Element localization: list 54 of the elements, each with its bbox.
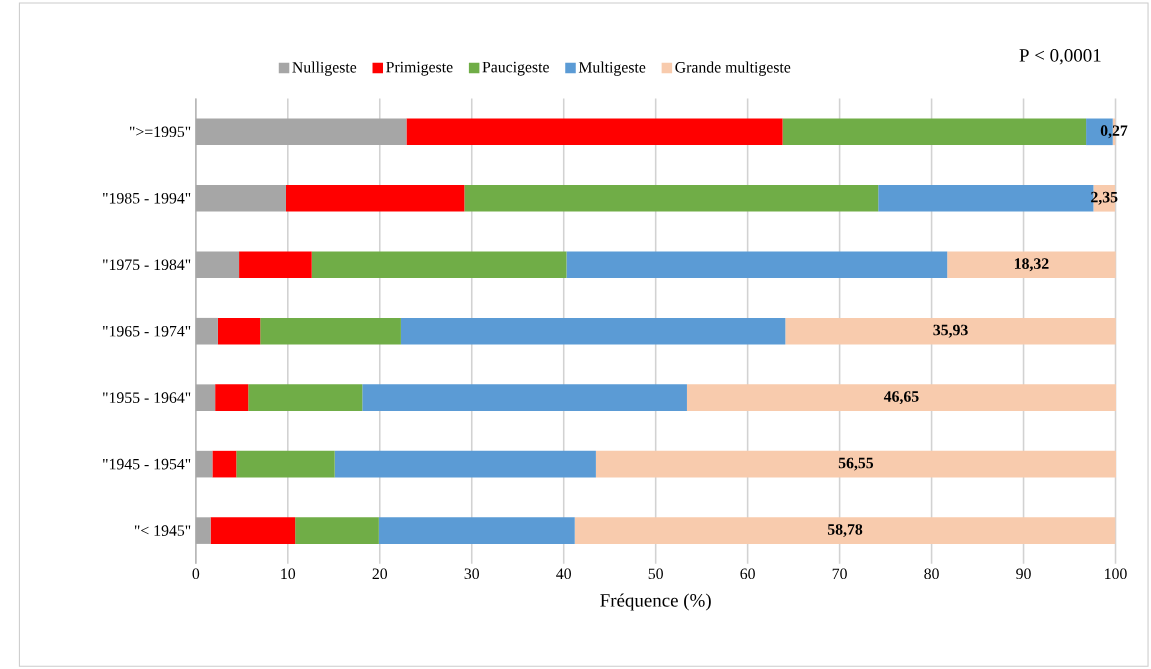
y-tick-label: "1945 - 1954"	[103, 458, 191, 470]
bar	[285, 184, 465, 212]
data-label: 58,78	[827, 523, 863, 537]
bar	[400, 317, 786, 345]
legend-label: Grande multigeste	[675, 61, 791, 76]
x-tick-label: 30	[464, 568, 480, 579]
bar	[406, 118, 783, 145]
bar	[295, 517, 379, 544]
bar	[574, 517, 1116, 544]
bar	[248, 384, 363, 411]
x-axis-title: Fréquence (%)	[600, 593, 711, 611]
x-tick-label: 60	[740, 568, 755, 579]
bar	[311, 251, 567, 278]
bar	[215, 384, 249, 411]
bar	[239, 251, 312, 278]
bar	[334, 450, 596, 478]
bar	[362, 384, 687, 411]
bar	[236, 450, 335, 478]
x-tick-label: 10	[281, 568, 296, 579]
bar	[464, 184, 879, 212]
bar	[378, 517, 575, 544]
bar	[260, 317, 401, 345]
y-tick-label: "1965 - 1974"	[103, 325, 191, 337]
y-tick-label: "1975 - 1984"	[103, 259, 191, 270]
data-label: 35,93	[933, 324, 968, 338]
bar	[217, 317, 261, 345]
data-label: 18,32	[1014, 258, 1049, 272]
x-tick-label: 80	[924, 568, 939, 579]
y-tick-label: "1985 - 1994"	[103, 192, 191, 204]
x-tick-label: 0	[192, 568, 200, 579]
legend-label: Primigeste	[386, 61, 453, 76]
x-tick-label: 50	[648, 568, 663, 579]
x-tick-label: 90	[1016, 568, 1031, 579]
y-tick-label: "1955 - 1964"	[103, 392, 191, 403]
legend-label: Paucigeste	[482, 61, 549, 76]
legend-label: Nulligeste	[292, 61, 357, 76]
y-tick-label: "< 1945"	[134, 525, 191, 536]
bar	[782, 118, 1087, 145]
bar	[566, 251, 948, 278]
data-label: 46,65	[883, 391, 919, 404]
legend-label: Multigeste	[578, 61, 646, 76]
x-tick-label: 100	[1105, 568, 1127, 579]
bar	[210, 517, 296, 544]
x-tick-label: 40	[556, 568, 571, 579]
bar	[947, 251, 1116, 278]
bar	[686, 384, 1116, 411]
text: P < 0,0001	[1019, 48, 1101, 65]
x-tick-label: 20	[372, 568, 388, 579]
bar	[785, 317, 1116, 345]
bar	[595, 450, 1116, 478]
y-tick-label: ">=1995"	[129, 126, 191, 137]
data-label: 56,55	[838, 457, 874, 471]
x-tick-label: 70	[832, 568, 847, 579]
bar	[212, 450, 237, 478]
